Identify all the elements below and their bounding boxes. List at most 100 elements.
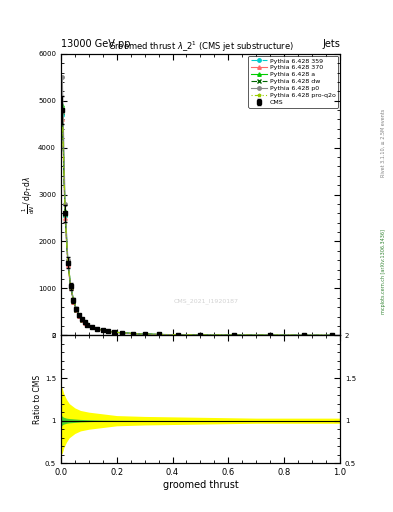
Text: CMS_2021_I1920187: CMS_2021_I1920187 — [174, 298, 239, 305]
Pythia 6.428 pro-q2o — [74, 306, 79, 312]
Pythia 6.428 359 — [71, 298, 76, 304]
Pythia 6.428 pro-q2o — [101, 327, 105, 333]
Pythia 6.428 370 — [79, 317, 84, 323]
Pythia 6.428 359 — [66, 261, 70, 267]
Pythia 6.428 pro-q2o — [66, 259, 70, 265]
Pythia 6.428 pro-q2o — [268, 332, 273, 338]
Pythia 6.428 370 — [142, 331, 147, 337]
Pythia 6.428 p0 — [120, 330, 125, 336]
Pythia 6.428 359 — [101, 327, 105, 333]
Pythia 6.428 p0 — [176, 332, 180, 338]
Pythia 6.428 370 — [63, 215, 68, 221]
Pythia 6.428 359 — [120, 330, 125, 336]
Pythia 6.428 a — [156, 331, 161, 337]
Pythia 6.428 370 — [329, 332, 334, 338]
Pythia 6.428 p0 — [77, 312, 81, 318]
Pythia 6.428 p0 — [85, 322, 90, 328]
Pythia 6.428 p0 — [79, 316, 84, 323]
Pythia 6.428 a — [176, 332, 180, 338]
Pythia 6.428 p0 — [68, 283, 73, 289]
Pythia 6.428 dw — [120, 330, 125, 336]
Pythia 6.428 dw — [82, 319, 87, 326]
Pythia 6.428 pro-q2o — [176, 332, 180, 338]
Pythia 6.428 370 — [106, 328, 111, 334]
Pythia 6.428 359 — [329, 332, 334, 338]
Pythia 6.428 359 — [131, 331, 136, 337]
Pythia 6.428 370 — [131, 331, 136, 337]
Pythia 6.428 dw — [101, 327, 105, 333]
Pythia 6.428 359 — [63, 212, 68, 219]
Pythia 6.428 359 — [95, 326, 99, 332]
Text: Jets: Jets — [322, 38, 340, 49]
Line: Pythia 6.428 p0: Pythia 6.428 p0 — [61, 75, 333, 337]
Pythia 6.428 dw — [95, 326, 99, 332]
Pythia 6.428 dw — [156, 331, 161, 337]
Pythia 6.428 dw — [301, 332, 306, 338]
Pythia 6.428 dw — [68, 284, 73, 290]
Pythia 6.428 359 — [112, 329, 116, 335]
Pythia 6.428 359 — [89, 324, 94, 330]
Pythia 6.428 a — [131, 330, 136, 336]
Pythia 6.428 dw — [85, 322, 90, 328]
Text: mcplots.cern.ch [arXiv:1306.3436]: mcplots.cern.ch [arXiv:1306.3436] — [381, 229, 386, 314]
Pythia 6.428 a — [268, 332, 273, 338]
Pythia 6.428 pro-q2o — [156, 331, 161, 337]
Pythia 6.428 370 — [77, 313, 81, 319]
Pythia 6.428 a — [60, 102, 65, 109]
Pythia 6.428 359 — [60, 112, 65, 118]
Pythia 6.428 dw — [268, 332, 273, 338]
Pythia 6.428 pro-q2o — [71, 297, 76, 303]
Pythia 6.428 pro-q2o — [112, 329, 116, 335]
Pythia 6.428 370 — [66, 262, 70, 268]
Pythia 6.428 370 — [85, 322, 90, 328]
Line: Pythia 6.428 pro-q2o: Pythia 6.428 pro-q2o — [61, 108, 333, 337]
Pythia 6.428 p0 — [329, 332, 334, 338]
Pythia 6.428 370 — [268, 332, 273, 338]
Line: Pythia 6.428 359: Pythia 6.428 359 — [61, 113, 333, 337]
Pythia 6.428 a — [95, 326, 99, 332]
Pythia 6.428 a — [63, 208, 68, 214]
Pythia 6.428 359 — [82, 319, 87, 326]
Pythia 6.428 370 — [176, 332, 180, 338]
Pythia 6.428 359 — [79, 317, 84, 323]
Pythia 6.428 370 — [82, 319, 87, 326]
Pythia 6.428 a — [301, 332, 306, 338]
Pythia 6.428 359 — [156, 331, 161, 337]
Pythia 6.428 dw — [329, 332, 334, 338]
Pythia 6.428 dw — [66, 260, 70, 266]
Pythia 6.428 dw — [89, 324, 94, 330]
Pythia 6.428 a — [77, 312, 81, 318]
Pythia 6.428 dw — [176, 332, 180, 338]
Pythia 6.428 370 — [198, 332, 203, 338]
Pythia 6.428 370 — [231, 332, 236, 338]
Pythia 6.428 dw — [142, 331, 147, 337]
Line: Pythia 6.428 370: Pythia 6.428 370 — [61, 118, 333, 337]
Pythia 6.428 p0 — [63, 201, 68, 207]
Pythia 6.428 dw — [131, 331, 136, 337]
Pythia 6.428 a — [112, 329, 116, 335]
Legend: Pythia 6.428 359, Pythia 6.428 370, Pythia 6.428 a, Pythia 6.428 dw, Pythia 6.42: Pythia 6.428 359, Pythia 6.428 370, Pyth… — [248, 56, 338, 108]
Pythia 6.428 359 — [231, 332, 236, 338]
Pythia 6.428 pro-q2o — [82, 319, 87, 325]
Pythia 6.428 a — [101, 327, 105, 333]
Pythia 6.428 370 — [156, 331, 161, 337]
Pythia 6.428 a — [74, 306, 79, 312]
Pythia 6.428 p0 — [71, 297, 76, 303]
Pythia 6.428 359 — [268, 332, 273, 338]
Pythia 6.428 a — [231, 332, 236, 338]
Pythia 6.428 p0 — [268, 332, 273, 338]
Line: Pythia 6.428 dw: Pythia 6.428 dw — [61, 111, 333, 337]
Pythia 6.428 p0 — [156, 331, 161, 337]
Pythia 6.428 p0 — [106, 328, 111, 334]
Pythia 6.428 p0 — [66, 257, 70, 263]
Pythia 6.428 dw — [77, 312, 81, 318]
Pythia 6.428 370 — [71, 298, 76, 305]
Pythia 6.428 370 — [101, 327, 105, 333]
Pythia 6.428 359 — [106, 328, 111, 334]
Pythia 6.428 pro-q2o — [120, 330, 125, 336]
Pythia 6.428 pro-q2o — [89, 324, 94, 330]
Pythia 6.428 dw — [71, 297, 76, 304]
Pythia 6.428 a — [142, 331, 147, 337]
Pythia 6.428 p0 — [95, 326, 99, 332]
Pythia 6.428 a — [106, 328, 111, 334]
